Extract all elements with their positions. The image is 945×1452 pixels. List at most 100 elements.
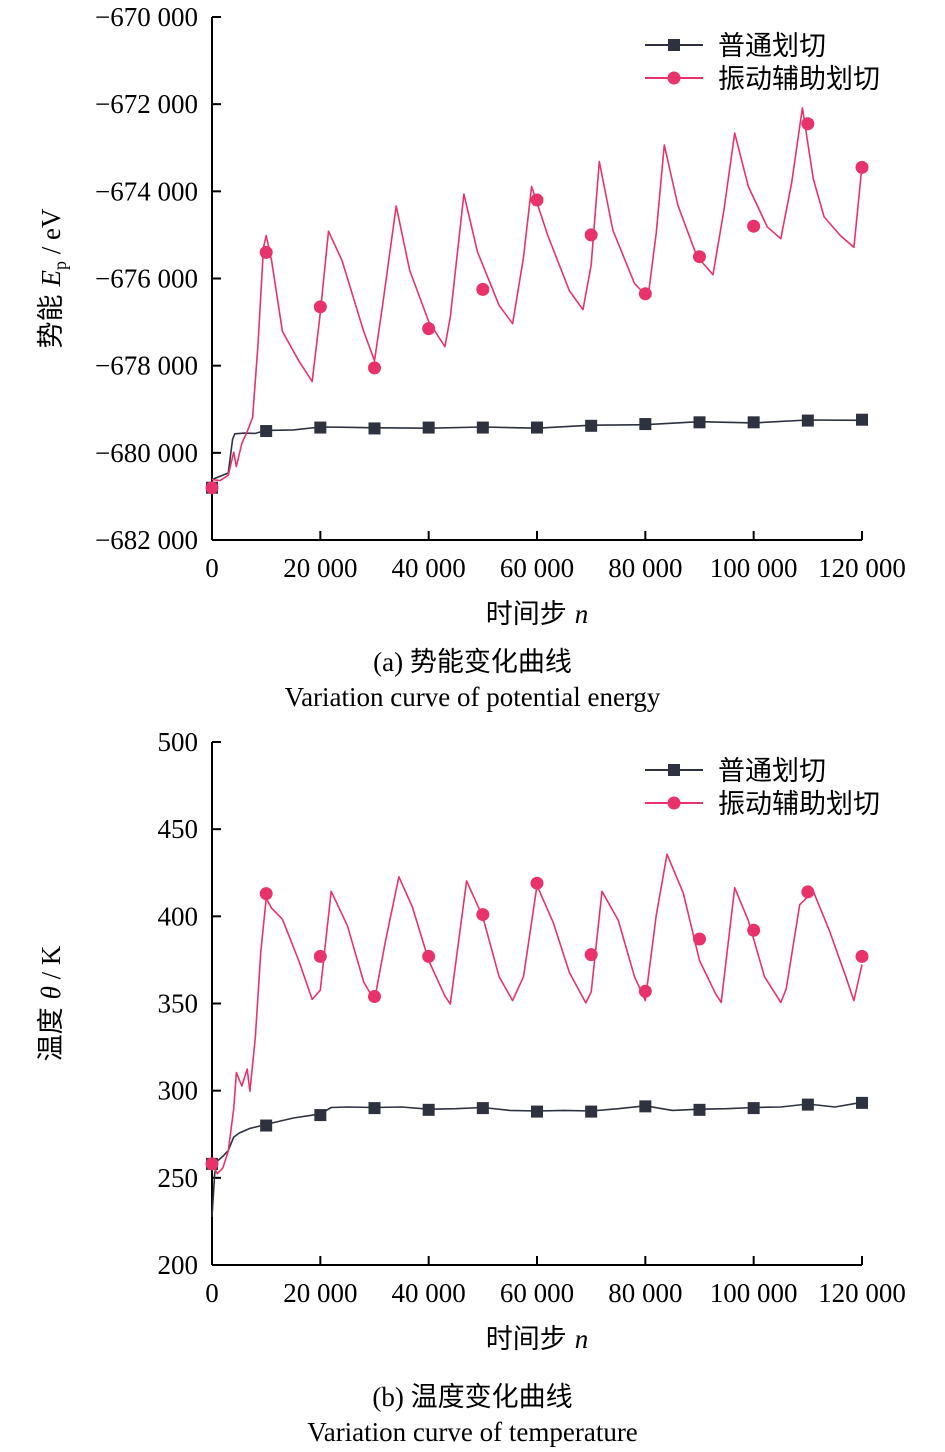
data-point-conventional: [856, 1096, 868, 1109]
data-point-vibration: [638, 287, 652, 301]
data-point-vibration: [747, 923, 761, 937]
y-tick-label: −672 000: [95, 89, 198, 119]
y-tick-label: −678 000: [95, 351, 198, 381]
data-point-conventional: [531, 421, 543, 434]
data-point-conventional: [314, 421, 327, 434]
y-tick-label: 350: [158, 989, 199, 1019]
series-line-vibration: [211, 853, 863, 1175]
y-axis-label: 温度 θ / K: [36, 945, 67, 1061]
data-point-conventional: [747, 416, 760, 429]
x-tick-label: 100 000: [710, 1278, 798, 1308]
x-tick-label: 20 000: [283, 553, 357, 583]
y-axis-label-text: 势能: [36, 294, 67, 348]
x-axis-label: 时间步 n: [486, 1324, 589, 1355]
data-point-conventional: [801, 414, 814, 427]
caption-en-b: Variation curve of temperature: [307, 1417, 638, 1447]
x-axis-label-text: 时间步: [486, 599, 567, 630]
data-point-vibration: [584, 228, 598, 242]
data-point-conventional: [856, 413, 868, 426]
x-tick-label: 0: [205, 553, 219, 583]
data-point-conventional: [260, 1119, 273, 1132]
data-point-vibration: [476, 282, 490, 296]
data-point-vibration: [313, 949, 327, 963]
data-point-conventional: [368, 422, 381, 435]
data-point-conventional: [422, 1103, 435, 1116]
data-point-vibration: [368, 990, 381, 1004]
series-line-conventional: [211, 419, 863, 481]
data-point-vibration: [693, 250, 706, 264]
legend-label: 普通划切: [718, 756, 826, 787]
caption-cn-b: (b) 温度变化曲线: [372, 1382, 573, 1412]
y-tick-label: −680 000: [95, 438, 198, 468]
x-axis-label-text: 时间步: [486, 1324, 567, 1355]
y-axis-unit: / K: [36, 945, 66, 986]
x-axis-variable: n: [575, 1324, 589, 1354]
data-point-vibration: [368, 361, 381, 375]
data-point-vibration: [855, 949, 869, 963]
x-tick-label: 100 000: [710, 553, 798, 583]
data-point-conventional: [693, 1103, 706, 1116]
legend-label: 振动辅助划切: [718, 64, 880, 95]
data-point-vibration: [422, 949, 436, 963]
data-point-vibration: [205, 1157, 219, 1171]
x-tick-label: 40 000: [392, 553, 466, 583]
x-axis-variable: n: [575, 599, 589, 629]
y-tick-label: 450: [158, 814, 199, 844]
y-tick-label: 300: [158, 1076, 199, 1106]
y-axis-variable: E: [36, 269, 66, 287]
legend-marker-square: [668, 764, 680, 776]
y-tick-label: 250: [158, 1163, 199, 1193]
x-tick-label: 40 000: [392, 1278, 466, 1308]
x-tick-label: 80 000: [608, 1278, 682, 1308]
temperature-chart: 200 250 300 350 400 450 500 0 20 000 40 000 60 000…: [36, 727, 906, 1355]
data-point-conventional: [476, 421, 489, 434]
data-point-conventional: [693, 416, 706, 429]
data-point-vibration: [638, 984, 652, 998]
series-line-vibration: [211, 107, 863, 482]
y-tick-label: −682 000: [95, 525, 198, 555]
y-tick-label: 200: [158, 1250, 199, 1280]
x-tick-label: 0: [205, 1278, 219, 1308]
y-tick-label: 500: [158, 727, 199, 757]
x-tick-label: 60 000: [500, 553, 574, 583]
potential-energy-panel: −682 000 −680 000 −678 000 −676 000 −674 000…: [0, 0, 945, 725]
y-tick-label: 400: [158, 901, 199, 931]
data-point-conventional: [314, 1109, 327, 1122]
data-point-vibration: [259, 887, 273, 901]
legend-marker-square: [668, 39, 680, 51]
data-point-conventional: [368, 1102, 381, 1115]
data-point-vibration: [205, 481, 219, 495]
caption-cn-a: (a) 势能变化曲线: [373, 647, 572, 677]
data-point-vibration: [584, 948, 598, 962]
data-point-vibration: [422, 322, 436, 336]
data-point-conventional: [747, 1102, 760, 1115]
data-point-conventional: [422, 421, 435, 434]
data-point-conventional: [260, 425, 273, 438]
data-point-conventional: [801, 1098, 814, 1111]
data-point-vibration: [747, 219, 761, 233]
y-axis-label-text: 温度: [36, 1007, 67, 1061]
x-tick-label: 120 000: [818, 553, 906, 583]
data-point-vibration: [530, 876, 544, 890]
data-point-conventional: [639, 418, 652, 431]
potential-energy-chart: −682 000 −680 000 −678 000 −676 000 −674 000…: [36, 2, 906, 630]
y-axis-label: 势能 Ep / eV: [36, 208, 70, 348]
data-point-conventional: [639, 1100, 652, 1113]
legend-marker-circle: [667, 71, 681, 85]
data-point-conventional: [585, 419, 598, 432]
data-point-vibration: [693, 932, 706, 946]
x-tick-label: 60 000: [500, 1278, 574, 1308]
x-axis-label: 时间步 n: [486, 599, 589, 630]
data-point-vibration: [801, 117, 815, 131]
data-point-conventional: [585, 1105, 598, 1118]
y-axis-subscript: p: [50, 261, 70, 270]
data-point-vibration: [313, 300, 327, 314]
data-point-vibration: [476, 908, 490, 922]
x-tick-label: 120 000: [818, 1278, 906, 1308]
data-point-vibration: [530, 193, 544, 207]
data-point-vibration: [801, 885, 815, 899]
y-tick-label: −670 000: [95, 2, 198, 32]
caption-en-a: Variation curve of potential energy: [284, 682, 661, 712]
data-point-conventional: [476, 1102, 489, 1115]
legend-label: 普通划切: [718, 31, 826, 62]
